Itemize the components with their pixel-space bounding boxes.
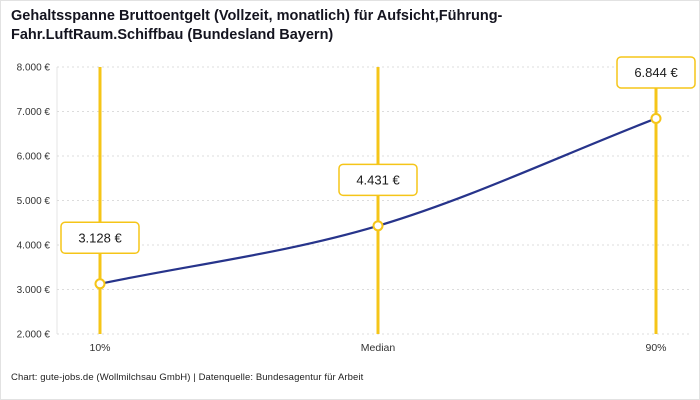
value-callout-box <box>60 221 140 255</box>
chart-title: Gehaltsspanne Bruttoentgelt (Vollzeit, m… <box>11 7 502 45</box>
value-callout-text: 4.431 € <box>356 172 400 187</box>
data-point-marker <box>372 220 384 232</box>
y-axis-tick-label: 2.000 € <box>17 330 51 341</box>
y-axis-tick-label: 7.000 € <box>17 107 51 118</box>
value-callout-box <box>616 56 696 89</box>
y-axis-tick-label: 5.000 € <box>17 196 51 207</box>
value-callout-box <box>338 163 418 197</box>
value-callout-text: 6.844 € <box>634 65 678 80</box>
data-point-marker <box>650 112 662 124</box>
data-point-marker <box>94 278 106 290</box>
y-axis-tick-label: 8.000 € <box>17 63 51 74</box>
chart-title-line-1: Gehaltsspanne Bruttoentgelt (Vollzeit, m… <box>11 8 503 24</box>
value-callout-text: 3.128 € <box>78 230 122 245</box>
y-axis-tick-label: 3.000 € <box>17 285 51 296</box>
x-axis-tick-label: 90% <box>645 342 666 354</box>
chart-source-attribution: Chart: gute-jobs.de (Wollmilchsau GmbH) … <box>11 372 364 383</box>
x-axis-tick-label: Median <box>361 342 396 354</box>
y-axis-tick-label: 6.000 € <box>17 152 51 163</box>
x-axis-tick-label: 10% <box>89 342 110 354</box>
chart-title-line-2: Fahr.LuftRaum.Schiffbau (Bundesland Baye… <box>11 27 334 43</box>
y-axis-tick-label: 4.000 € <box>17 241 51 252</box>
